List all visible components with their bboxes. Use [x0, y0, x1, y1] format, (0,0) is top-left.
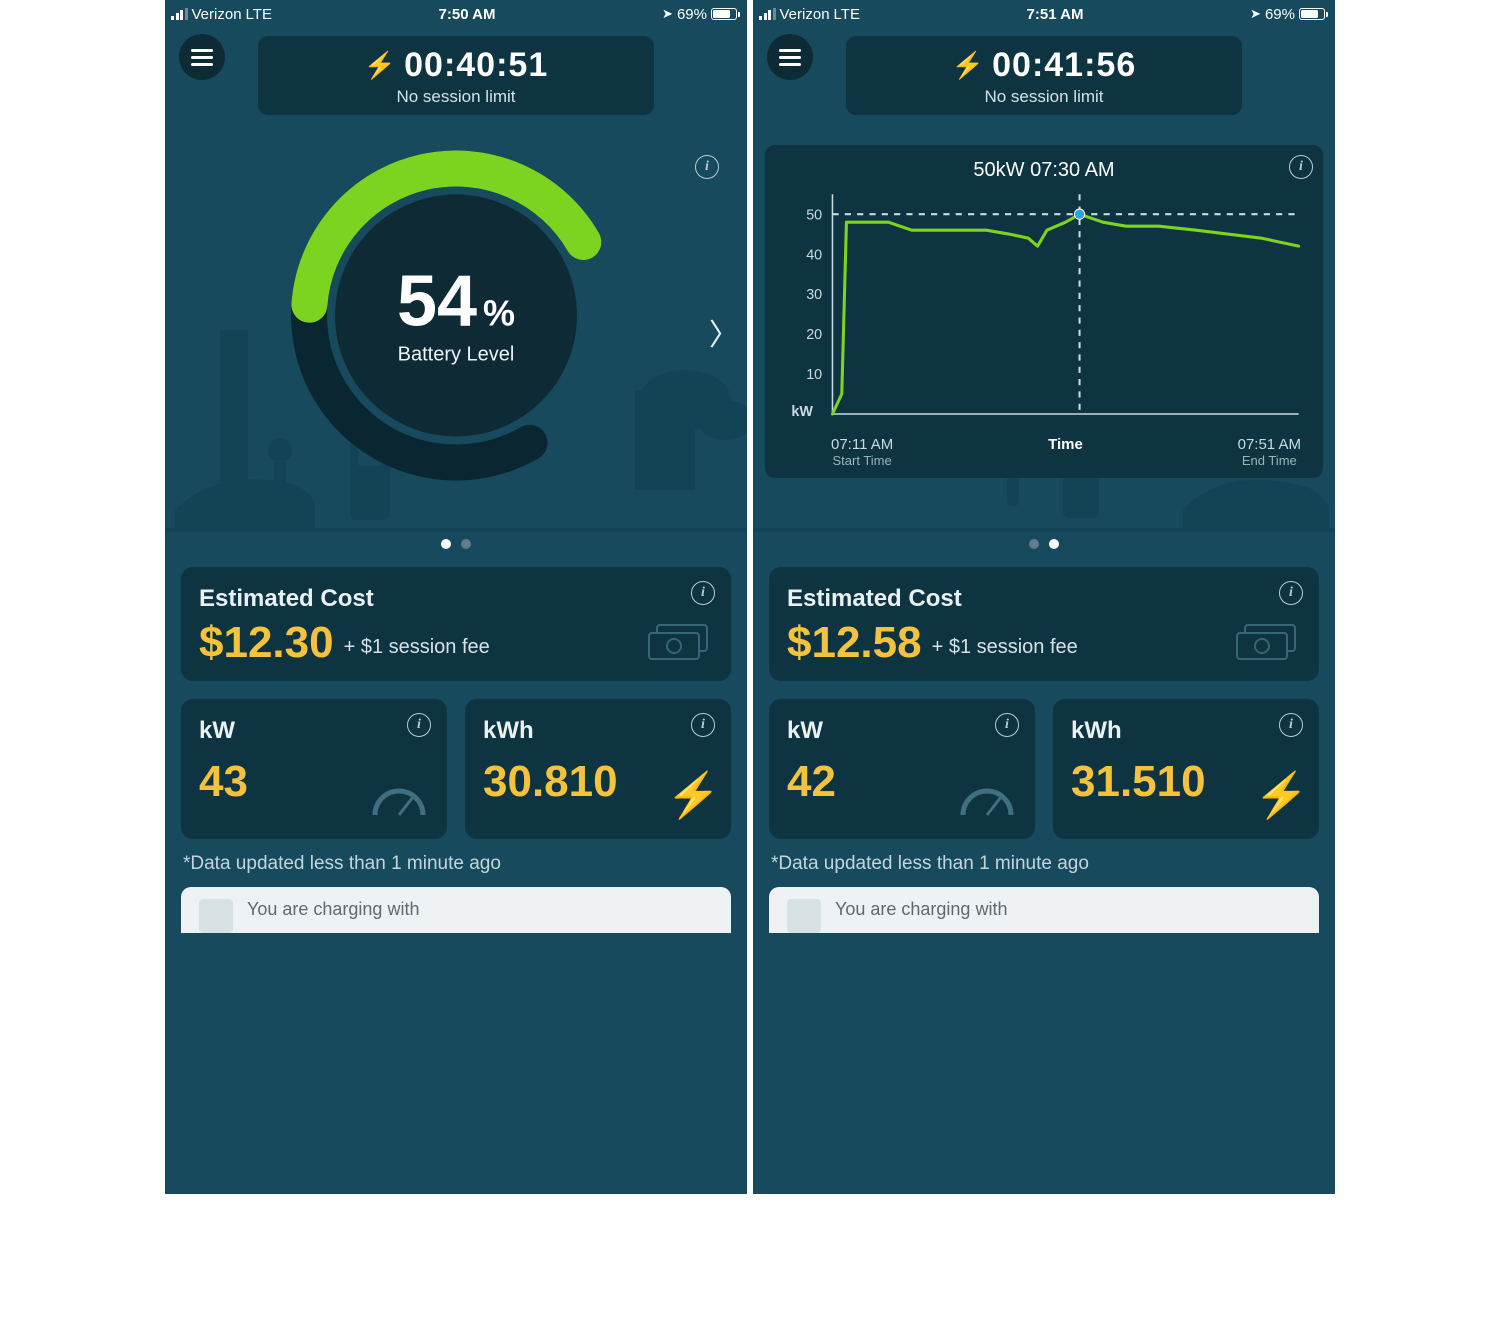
percent-symbol: %: [483, 292, 515, 334]
estimated-cost-title: Estimated Cost: [787, 585, 1301, 613]
kw-label: kW: [787, 717, 1017, 745]
chart-title: 50kW 07:30 AM: [777, 159, 1311, 182]
estimated-cost-title: Estimated Cost: [199, 585, 713, 613]
battery-icon: [1299, 8, 1325, 20]
battery-percent: 54: [397, 265, 477, 337]
bolt-icon: ⚡: [952, 50, 984, 81]
battery-gauge: 54 % Battery Level: [291, 151, 621, 481]
page-dot[interactable]: [1049, 539, 1059, 549]
charging-with-banner[interactable]: You are charging with: [769, 887, 1319, 933]
bolt-icon: ⚡: [364, 50, 396, 81]
power-chart-view: 〈 i 50kW 07:30 AM 1020304050kW 07:11 AM …: [753, 127, 1335, 537]
kwh-card[interactable]: i kWh 30.810 ⚡: [465, 699, 731, 839]
money-icon: [643, 619, 713, 663]
kw-card[interactable]: i kW 43: [181, 699, 447, 839]
location-icon: ➤: [662, 6, 673, 22]
menu-icon: [779, 49, 801, 66]
session-timer-pill[interactable]: ⚡ 00:41:56 No session limit: [846, 36, 1242, 115]
page-dots: [753, 539, 1335, 549]
estimated-cost-card[interactable]: i Estimated Cost $12.30 + $1 session fee: [181, 567, 731, 681]
status-time: 7:51 AM: [1027, 6, 1084, 23]
phone-screen-right: Verizon LTE 7:51 AM ➤ 69% ⚡ 00:41:56 No …: [753, 0, 1335, 1194]
svg-text:40: 40: [806, 247, 822, 263]
kwh-label: kWh: [1071, 717, 1301, 745]
battery-pct: 69%: [1265, 6, 1295, 23]
battery-gauge-view: i 〉 54 % Battery Level: [165, 127, 747, 537]
svg-text:50: 50: [806, 207, 822, 223]
menu-button[interactable]: [767, 34, 813, 80]
chart-end-sub: End Time: [1238, 453, 1301, 468]
carrier-label: Verizon: [780, 6, 830, 23]
network-label: LTE: [246, 6, 272, 23]
location-icon: ➤: [1250, 6, 1261, 22]
signal-icon: [759, 8, 776, 20]
session-timer-pill[interactable]: ⚡ 00:40:51 No session limit: [258, 36, 654, 115]
session-fee-label: + $1 session fee: [932, 636, 1078, 665]
topbar: ⚡ 00:40:51 No session limit: [165, 28, 747, 119]
info-button[interactable]: i: [1289, 155, 1313, 179]
estimated-cost-amount: $12.58: [787, 621, 922, 665]
kw-label: kW: [199, 717, 429, 745]
svg-text:kW: kW: [791, 404, 813, 420]
next-view-button[interactable]: 〉: [709, 310, 739, 354]
charging-with-banner[interactable]: You are charging with: [181, 887, 731, 933]
session-fee-label: + $1 session fee: [344, 636, 490, 665]
network-label: LTE: [834, 6, 860, 23]
menu-button[interactable]: [179, 34, 225, 80]
info-button[interactable]: i: [995, 713, 1019, 737]
kw-card[interactable]: i kW 42: [769, 699, 1035, 839]
menu-icon: [191, 49, 213, 66]
status-bar: Verizon LTE 7:50 AM ➤ 69%: [165, 0, 747, 28]
money-icon: [1231, 619, 1301, 663]
kwh-card[interactable]: i kWh 31.510 ⚡: [1053, 699, 1319, 839]
info-button[interactable]: i: [407, 713, 431, 737]
session-limit-label: No session limit: [272, 87, 640, 107]
info-button[interactable]: i: [691, 581, 715, 605]
info-button[interactable]: i: [691, 713, 715, 737]
session-elapsed: 00:41:56: [992, 46, 1136, 85]
svg-text:20: 20: [806, 327, 822, 343]
battery-label: Battery Level: [398, 343, 515, 366]
gauge-icon: [957, 783, 1017, 819]
estimated-cost-amount: $12.30: [199, 621, 334, 665]
battery-icon: [711, 8, 737, 20]
session-limit-label: No session limit: [860, 87, 1228, 107]
charging-with-label: You are charging with: [835, 899, 1007, 920]
page-dot[interactable]: [461, 539, 471, 549]
kwh-label: kWh: [483, 717, 713, 745]
chart-end-time: 07:51 AM: [1238, 436, 1301, 453]
bolt-icon: ⚡: [666, 769, 721, 821]
charging-with-label: You are charging with: [247, 899, 419, 920]
page-dots: [165, 539, 747, 549]
data-updated-footnote: *Data updated less than 1 minute ago: [165, 839, 747, 879]
provider-icon: [199, 899, 233, 933]
gauge-icon: [369, 783, 429, 819]
status-bar: Verizon LTE 7:51 AM ➤ 69%: [753, 0, 1335, 28]
svg-text:30: 30: [806, 287, 822, 303]
session-elapsed: 00:40:51: [404, 46, 548, 85]
power-chart[interactable]: 10 20 30 40 50 kW: [777, 186, 1311, 432]
chart-x-center: Time: [1048, 436, 1083, 468]
estimated-cost-card[interactable]: i Estimated Cost $12.58 + $1 session fee: [769, 567, 1319, 681]
info-button[interactable]: i: [1279, 581, 1303, 605]
chart-start-sub: Start Time: [831, 453, 893, 468]
chart-x-axis-labels: 07:11 AM Start Time Time 07:51 AM End Ti…: [777, 432, 1311, 468]
chart-start-time: 07:11 AM: [831, 436, 893, 453]
battery-pct: 69%: [677, 6, 707, 23]
power-chart-card: i 50kW 07:30 AM 10 20 30 40 50 kW 07:11 AM St…: [765, 145, 1323, 478]
page-dot[interactable]: [441, 539, 451, 549]
bolt-icon: ⚡: [1254, 769, 1309, 821]
phone-screen-left: Verizon LTE 7:50 AM ➤ 69% ⚡ 00:40:51 No …: [165, 0, 747, 1194]
info-button[interactable]: i: [695, 155, 719, 179]
status-time: 7:50 AM: [439, 6, 496, 23]
data-updated-footnote: *Data updated less than 1 minute ago: [753, 839, 1335, 879]
info-button[interactable]: i: [1279, 713, 1303, 737]
carrier-label: Verizon: [192, 6, 242, 23]
svg-text:10: 10: [806, 367, 822, 383]
topbar: ⚡ 00:41:56 No session limit: [753, 28, 1335, 119]
signal-icon: [171, 8, 188, 20]
provider-icon: [787, 899, 821, 933]
page-dot[interactable]: [1029, 539, 1039, 549]
